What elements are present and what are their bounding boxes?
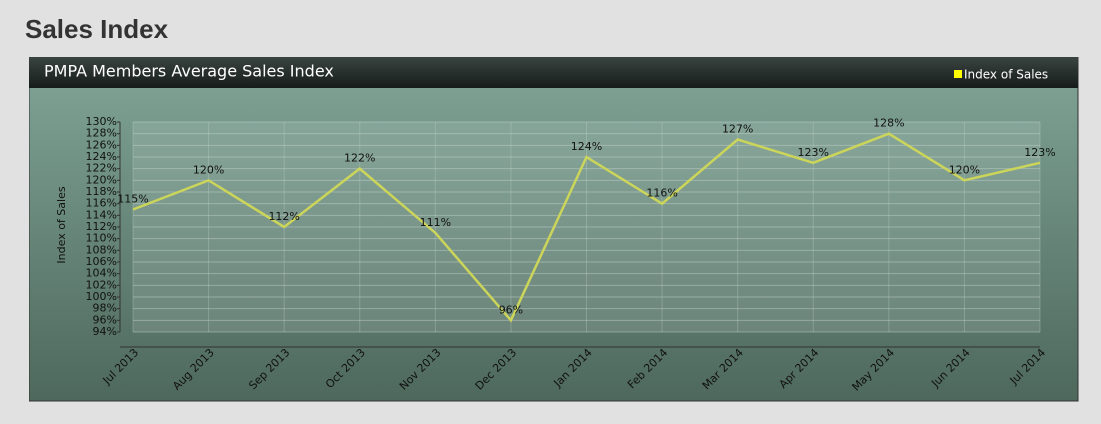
data-label: 123% bbox=[1024, 146, 1055, 159]
data-label: 116% bbox=[646, 187, 677, 200]
y-tick-label: 114% bbox=[86, 208, 117, 221]
y-tick-label: 120% bbox=[86, 173, 117, 186]
y-tick-label: 112% bbox=[86, 220, 117, 233]
y-tick-label: 102% bbox=[86, 278, 117, 291]
y-tick-label: 118% bbox=[86, 185, 117, 198]
data-label: 115% bbox=[117, 193, 148, 206]
y-tick-label: 94% bbox=[93, 325, 117, 338]
y-tick-label: 116% bbox=[86, 197, 117, 210]
chart: PMPA Members Average Sales Index Index o… bbox=[29, 57, 1079, 402]
data-label: 112% bbox=[268, 210, 299, 223]
data-label: 127% bbox=[722, 123, 753, 136]
y-tick-label: 124% bbox=[86, 150, 117, 163]
data-label: 120% bbox=[949, 163, 980, 176]
y-tick-label: 128% bbox=[86, 127, 117, 140]
data-label: 124% bbox=[571, 140, 602, 153]
series-line bbox=[132, 132, 1041, 323]
data-label: 122% bbox=[344, 152, 375, 165]
y-tick-label: 100% bbox=[86, 290, 117, 303]
y-tick-label: 106% bbox=[86, 255, 117, 268]
data-label: 120% bbox=[193, 163, 224, 176]
legend-swatch bbox=[954, 70, 962, 78]
y-axis-label: Index of Sales bbox=[55, 186, 68, 263]
data-label: 96% bbox=[499, 303, 523, 316]
y-tick-label: 110% bbox=[86, 232, 117, 245]
chart-header bbox=[29, 57, 1078, 88]
y-tick-label: 122% bbox=[86, 162, 117, 175]
data-label: 111% bbox=[420, 216, 451, 229]
y-tick-label: 126% bbox=[86, 138, 117, 151]
y-tick-label: 130% bbox=[86, 115, 117, 128]
y-tick-label: 96% bbox=[93, 313, 117, 326]
data-label: 128% bbox=[873, 117, 904, 130]
y-tick-label: 104% bbox=[86, 267, 117, 280]
y-tick-label: 98% bbox=[93, 302, 117, 315]
page-title: Sales Index bbox=[25, 14, 169, 44]
y-tick-label: 108% bbox=[86, 243, 117, 256]
data-label: 123% bbox=[798, 146, 829, 159]
legend-label: Index of Sales bbox=[964, 68, 1048, 82]
chart-title: PMPA Members Average Sales Index bbox=[44, 62, 334, 81]
